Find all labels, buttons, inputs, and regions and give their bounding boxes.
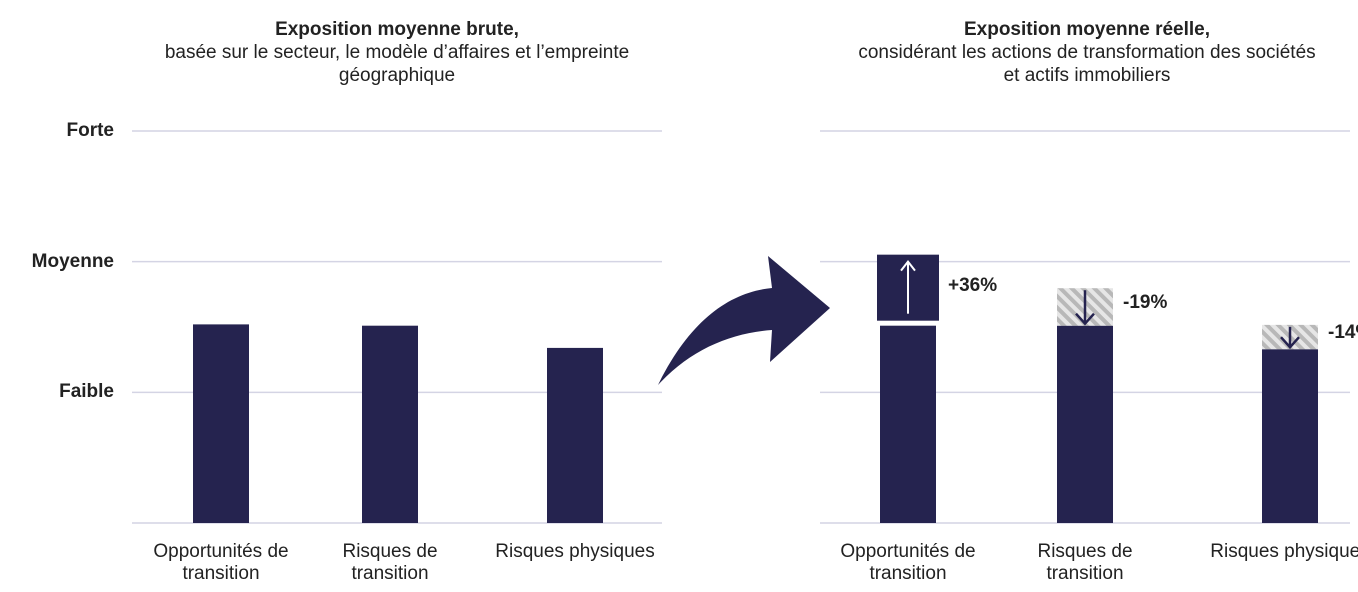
increase-arrow-head — [900, 260, 916, 272]
x-tick-label: Risques de transition — [342, 541, 438, 584]
x-tick-label: Risques physiques — [1210, 541, 1358, 562]
bar — [1262, 349, 1318, 523]
y-tick-label: Moyenne — [31, 250, 114, 272]
x-tick-label: Risques de transition — [1037, 541, 1133, 584]
change-label: -19% — [1123, 291, 1168, 313]
x-tick-label: Opportunités de transition — [153, 541, 289, 584]
x-tick-label: Risques physiques — [495, 541, 655, 562]
bar — [1057, 325, 1113, 523]
chart-title: Exposition moyenne réelle, — [963, 19, 1211, 40]
y-tick-label: Forte — [66, 120, 115, 141]
bar — [547, 347, 603, 523]
y-tick-label: Faible — [59, 381, 114, 403]
change-label: +36% — [948, 275, 998, 297]
chart-subtitle: basée sur le secteur, le modèle d’affair… — [164, 42, 630, 86]
bar — [193, 324, 249, 523]
bar — [880, 325, 936, 523]
decrease-arrow-head — [1075, 312, 1095, 326]
decrease-arrow-head — [1280, 336, 1300, 350]
bar — [362, 325, 418, 523]
change-label: -14% — [1328, 322, 1358, 344]
chart-title: Exposition moyenne brute, — [275, 19, 519, 40]
transition-arrow — [658, 256, 830, 385]
chart-subtitle: considérant les actions de transformatio… — [858, 42, 1316, 86]
x-tick-label: Opportunités de transition — [840, 541, 976, 584]
